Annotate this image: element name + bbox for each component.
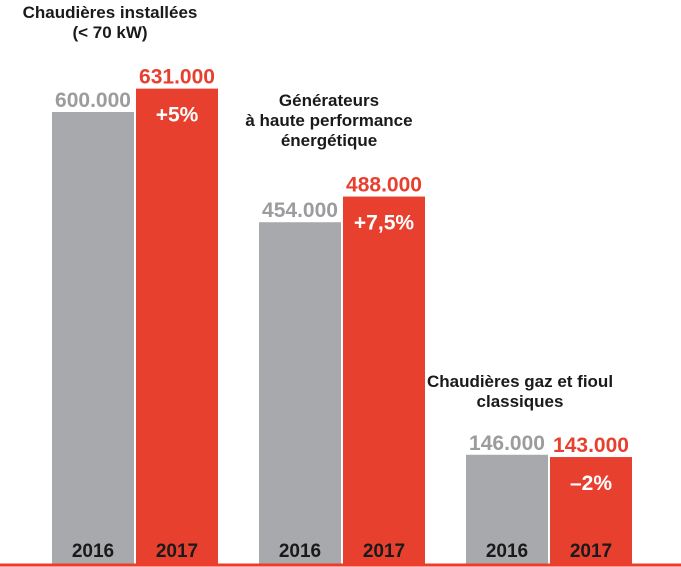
- group-title: Générateurs à haute performance énergétiqu…: [245, 91, 412, 150]
- year-label: 2016: [72, 541, 114, 562]
- value-label: 631.000: [139, 66, 215, 89]
- year-label: 2016: [279, 541, 321, 562]
- bar-2017: [343, 196, 425, 565]
- year-label: 2017: [570, 541, 612, 562]
- group-title: Chaudières gaz et fioul classiques: [427, 372, 613, 411]
- year-label: 2016: [486, 541, 528, 562]
- value-label: 600.000: [55, 89, 131, 112]
- group-title-line: Chaudières gaz et fioul: [427, 372, 613, 391]
- group-title-line: énergétique: [281, 131, 377, 150]
- group-title-line: classiques: [477, 392, 564, 411]
- change-label: +5%: [156, 104, 199, 127]
- year-label: 2017: [156, 541, 198, 562]
- bars-layer: [52, 88, 632, 566]
- value-label: 143.000: [553, 434, 629, 457]
- bar-2017: [136, 88, 218, 565]
- change-label: –2%: [570, 472, 612, 495]
- group-title-line: Générateurs: [279, 91, 379, 110]
- bar-2017: [550, 457, 632, 565]
- labels-layer: Chaudières installées (< 70 kW) 600.000 201…: [23, 3, 629, 562]
- value-label: 146.000: [469, 432, 545, 455]
- bar-2016: [466, 454, 548, 565]
- group-title-line: à haute performance: [245, 111, 412, 130]
- change-label: +7,5%: [354, 212, 414, 235]
- group-title: Chaudières installées (< 70 kW): [23, 3, 198, 42]
- value-label: 454.000: [262, 199, 338, 222]
- bar-2016: [259, 222, 341, 566]
- bar-2016: [52, 112, 134, 565]
- group-title-line: (< 70 kW): [72, 23, 147, 42]
- value-label: 488.000: [346, 174, 422, 197]
- year-label: 2017: [363, 541, 405, 562]
- group-title-line: Chaudières installées: [23, 3, 198, 22]
